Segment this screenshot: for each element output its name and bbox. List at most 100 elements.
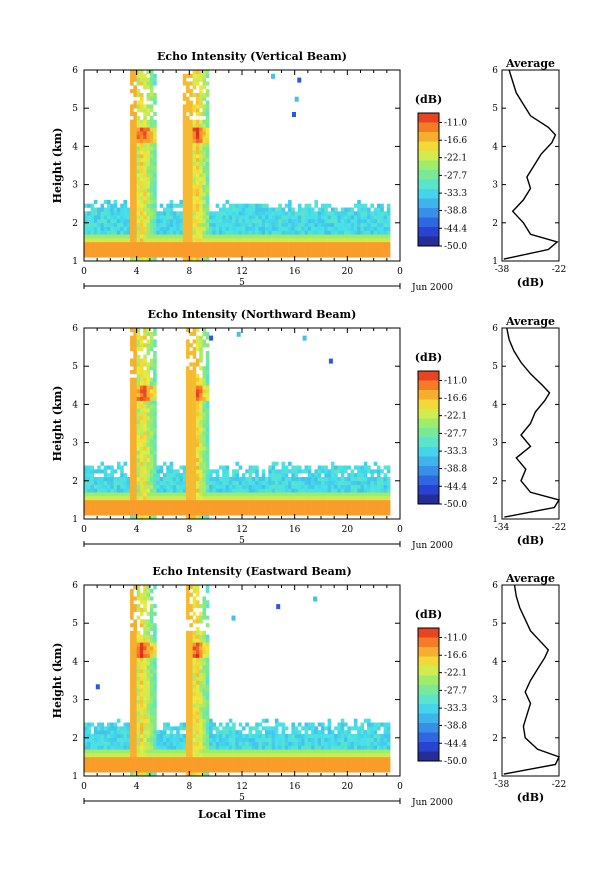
colorbar-tick-label: -16.6 (444, 136, 467, 146)
y-tick-label: 3 (72, 696, 78, 706)
colorbar-band (418, 704, 439, 714)
sparse-echo (302, 335, 307, 341)
x-tick-label: 16 (289, 525, 301, 535)
colorbar: (dB) -11.0 -16.6 -22.1 -27.7 -33.3 -38.8 -44.4 -… (415, 93, 468, 252)
average-y-tick-label: 1 (492, 257, 498, 267)
average-line (503, 69, 559, 260)
y-tick-label: 6 (72, 581, 78, 591)
average-frame (501, 584, 560, 777)
x-tick-label: 0 (81, 525, 87, 535)
colorbar-band (418, 637, 439, 648)
x-tick-label: 16 (289, 782, 301, 792)
average-profile: Average 1 2 3 4 5 6 -38 -22 (dB) (492, 57, 566, 289)
heatmap-cells (84, 328, 391, 520)
x-tick-label: 20 (342, 782, 354, 792)
average-x-tick-label: -34 (495, 523, 510, 533)
x-tick-label: 0 (397, 267, 403, 277)
x-tick-label: 20 (342, 525, 354, 535)
colorbar-tick-label: -44.4 (444, 739, 467, 749)
colorbar-band (418, 170, 439, 180)
x-tick-label: 20 (342, 267, 354, 277)
x-tick-label: 8 (186, 782, 192, 792)
colorbar-band (418, 742, 439, 752)
colorbar-band (418, 122, 439, 133)
colorbar-band (418, 179, 439, 190)
colorbar-tick-label: -22.1 (444, 154, 467, 164)
colorbar-band (418, 694, 439, 705)
y-tick-label: 2 (72, 219, 78, 229)
colorbar-tick-label: -27.7 (444, 171, 467, 181)
x-tick-label: 0 (397, 525, 403, 535)
average-y-tick-label: 4 (492, 400, 498, 410)
average-x-label: (dB) (517, 534, 544, 547)
y-axis-label: Height (km) (51, 643, 64, 719)
colorbar-tick-label: -50.0 (444, 242, 467, 252)
date-label: Jun 2000 (411, 541, 453, 551)
y-tick-label: 1 (72, 257, 78, 267)
colorbar-tick-label: -38.8 (444, 722, 467, 732)
average-x-tick-label: -22 (552, 523, 567, 533)
colorbar-band (418, 485, 439, 495)
average-y-tick-label: 6 (492, 324, 498, 334)
average-title: Average (505, 57, 555, 70)
x-tick-label: 12 (236, 267, 247, 277)
colorbar-frame (417, 627, 440, 762)
average-x-tick-label: -38 (495, 780, 510, 790)
average-y-tick-label: 1 (492, 772, 498, 782)
average-y-tick-label: 5 (492, 619, 498, 629)
average-y-tick-label: 6 (492, 66, 498, 76)
average-x-label: (dB) (517, 276, 544, 289)
colorbar-band (418, 666, 439, 676)
colorbar-band (418, 475, 439, 486)
colorbar-band (418, 647, 439, 657)
colorbar-tick-label: -38.8 (444, 465, 467, 475)
colorbar-tick-label: -33.3 (444, 704, 467, 714)
colorbar-band (418, 751, 439, 762)
colorbar-band (418, 141, 439, 152)
sparse-echo (294, 96, 299, 102)
average-x-tick-label: -38 (495, 265, 510, 275)
panel-3: Echo Intensity (Eastward Beam)123456Heig… (51, 565, 566, 821)
heatmap-cells (84, 585, 391, 777)
colorbar-band (418, 456, 439, 467)
colorbar-tick-label: -50.0 (444, 757, 467, 767)
x-tick-label: 4 (134, 525, 140, 535)
colorbar-frame (417, 370, 440, 505)
colorbar-tick-label: -27.7 (444, 429, 467, 439)
colorbar-tick-label: -22.1 (444, 412, 467, 422)
average-title: Average (505, 572, 555, 585)
colorbar-tick-label: -44.4 (444, 224, 467, 234)
sparse-echo (209, 335, 214, 341)
panel-title: Echo Intensity (Vertical Beam) (157, 50, 347, 63)
y-tick-label: 5 (72, 619, 78, 629)
average-line (503, 584, 560, 775)
y-tick-label: 1 (72, 515, 78, 525)
y-tick-label: 6 (72, 66, 78, 76)
day-label: 5 (239, 536, 245, 546)
colorbar-tick-label: -11.0 (444, 634, 467, 644)
date-label: Jun 2000 (411, 798, 453, 808)
y-tick-label: 2 (72, 734, 78, 744)
y-axis-label: Height (km) (51, 128, 64, 204)
colorbar-tick-label: -11.0 (444, 377, 467, 387)
colorbar-band (418, 390, 439, 400)
y-tick-label: 4 (72, 400, 78, 410)
colorbar-tick-label: -50.0 (444, 500, 467, 510)
average-frame (501, 327, 560, 520)
colorbar-tick-label: -16.6 (444, 651, 467, 661)
average-frame (501, 69, 560, 262)
heatmap-cells (84, 70, 391, 262)
average-x-tick-label: -22 (552, 265, 567, 275)
average-y-tick-label: 1 (492, 515, 498, 525)
colorbar-label: (dB) (415, 93, 442, 106)
panel-1: Echo Intensity (Vertical Beam)123456Heig… (51, 50, 566, 293)
y-tick-label: 2 (72, 477, 78, 487)
y-tick-label: 4 (72, 142, 78, 152)
colorbar-band (418, 466, 439, 476)
x-tick-label: 8 (186, 525, 192, 535)
colorbar-tick-label: -22.1 (444, 669, 467, 679)
average-line (504, 327, 561, 518)
x-tick-label: 0 (397, 782, 403, 792)
colorbar-band (418, 227, 439, 237)
